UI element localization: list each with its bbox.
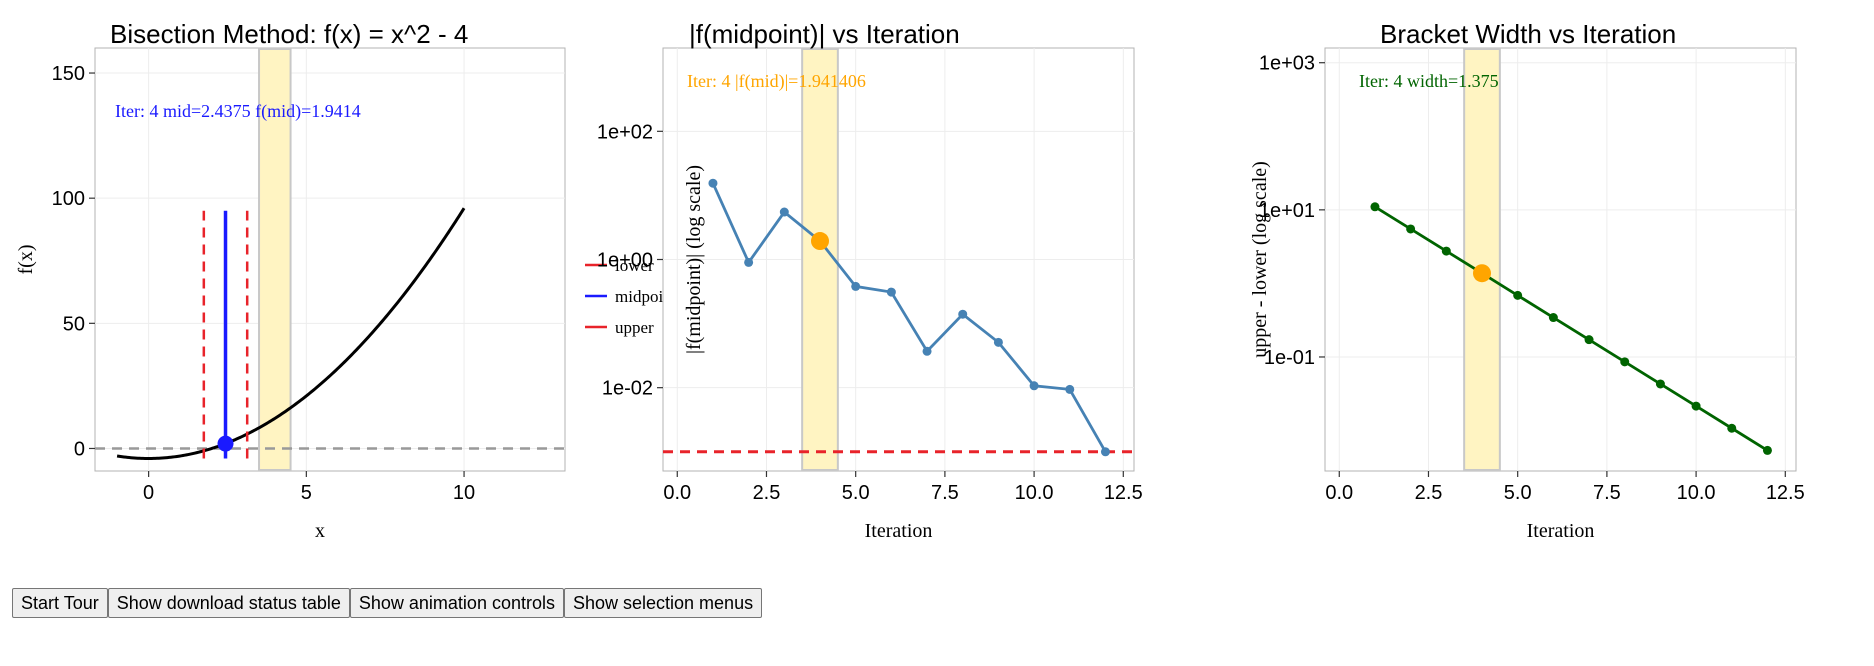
function-curve — [116, 207, 466, 460]
series-line — [711, 182, 1107, 453]
y-tick-label: 1e-01 — [1264, 347, 1315, 369]
iteration-annotation: Iter: 4 mid=2.4375 f(mid)=1.9414 — [115, 101, 361, 122]
chart-marks — [1370, 202, 1772, 455]
data-point — [1548, 313, 1558, 323]
data-point — [1513, 290, 1523, 300]
control-bar: Start Tour Show download status table Sh… — [12, 588, 763, 618]
x-tick-label: 10.0 — [1677, 482, 1716, 504]
start-tour-button[interactable]: Start Tour — [12, 588, 108, 618]
data-point — [1727, 423, 1737, 433]
data-point — [993, 337, 1003, 347]
y-tick-label: 1e+00 — [597, 250, 653, 272]
midpoint-marker — [217, 435, 234, 452]
iteration-annotation: Iter: 4 width=1.375 — [1359, 71, 1499, 91]
x-tick-label: 0.0 — [663, 482, 691, 504]
x-tick-label: 2.5 — [1415, 482, 1443, 504]
y-tick-label: 50 — [63, 313, 85, 335]
x-tick-label: 10.0 — [1015, 482, 1054, 504]
x-tick-label: 5.0 — [1504, 482, 1532, 504]
chart-marks — [95, 207, 565, 460]
y-tick-label: 1e+02 — [597, 121, 653, 143]
data-point — [1029, 381, 1039, 391]
x-tick-label: 2.5 — [753, 482, 781, 504]
x-tick-label: 7.5 — [1593, 482, 1621, 504]
y-tick-label: 150 — [52, 63, 85, 85]
current-iteration-marker — [1473, 264, 1491, 283]
data-point — [708, 178, 718, 188]
data-point — [744, 257, 754, 267]
data-point — [1370, 202, 1380, 212]
plot-area — [1324, 47, 1797, 472]
x-tick-label: 0.0 — [1325, 482, 1353, 504]
grid-lines — [1325, 48, 1796, 471]
data-point — [1441, 246, 1451, 256]
iteration-annotation: Iter: 4 |f(mid)|=1.941406 — [687, 71, 866, 92]
grid-lines — [95, 48, 565, 471]
data-point — [958, 309, 968, 319]
show-download-status-button[interactable]: Show download status table — [107, 588, 350, 618]
show-animation-controls-button[interactable]: Show animation controls — [349, 588, 564, 618]
x-tick-label: 5 — [301, 482, 312, 504]
current-iteration-marker — [811, 232, 829, 251]
y-tick-label: 1e+01 — [1259, 200, 1315, 222]
data-point — [1762, 445, 1772, 455]
chart-title: |f(midpoint)| vs Iteration — [689, 19, 960, 49]
bracket-width-panel: 0.0 2.5 5.0 7.5 10.0 12.5 1e+03 1e+01 1e-01 Brac… — [1249, 19, 1805, 542]
highlight-band — [258, 48, 292, 471]
x-axis-label: Iteration — [1527, 520, 1595, 542]
data-point — [886, 287, 896, 297]
axes: 0.0 2.5 5.0 7.5 10.0 12.5 1e+03 1e+01 1e-01 — [1259, 53, 1805, 504]
data-point — [1691, 401, 1701, 411]
x-tick-label: 5.0 — [842, 482, 870, 504]
legend: lower midpoint upper — [585, 256, 677, 337]
x-tick-label: 0 — [143, 482, 154, 504]
show-selection-menus-button[interactable]: Show selection menus — [563, 588, 763, 618]
data-point — [1584, 335, 1594, 345]
series-line — [1374, 205, 1769, 452]
plot-area — [94, 47, 566, 472]
x-tick-label: 12.5 — [1104, 482, 1143, 504]
legend-label-upper: upper — [615, 318, 654, 337]
data-point — [1065, 384, 1075, 394]
y-axis-label: |f(midpoint)| (log scale) — [683, 165, 705, 354]
x-axis-label: Iteration — [865, 520, 933, 542]
x-axis-label: x — [315, 520, 325, 542]
x-tick-label: 7.5 — [931, 482, 959, 504]
chart-title: Bisection Method: f(x) = x^2 - 4 — [110, 19, 468, 49]
residual-panel: 0.0 2.5 5.0 7.5 10.0 12.5 1e+02 1e+00 1e-02 |f(m… — [597, 19, 1143, 542]
x-tick-label: 10 — [453, 482, 475, 504]
y-tick-label: 0 — [74, 438, 85, 460]
x-tick-label: 12.5 — [1766, 482, 1805, 504]
highlight-band — [801, 48, 839, 471]
legend-label-midpoint: midpoint — [615, 287, 677, 306]
data-point — [851, 281, 861, 291]
chart-title: Bracket Width vs Iteration — [1380, 19, 1676, 49]
highlight-band — [1463, 48, 1501, 471]
data-point — [1406, 224, 1416, 234]
y-tick-label: 1e-02 — [602, 378, 653, 400]
data-point — [1100, 447, 1110, 457]
data-point — [779, 207, 789, 217]
data-point — [922, 346, 932, 356]
y-tick-label: 1e+03 — [1259, 53, 1315, 75]
data-point — [1655, 379, 1665, 389]
y-tick-label: 100 — [52, 188, 85, 210]
legend-label-lower: lower — [615, 256, 654, 275]
axes: 0.0 2.5 5.0 7.5 10.0 12.5 1e+02 1e+00 1e-02 — [597, 121, 1143, 504]
data-point — [1620, 357, 1630, 367]
y-axis-label: upper - lower (log scale) — [1249, 161, 1271, 358]
chart-marks — [663, 178, 1134, 457]
y-axis-label: f(x) — [15, 245, 37, 275]
